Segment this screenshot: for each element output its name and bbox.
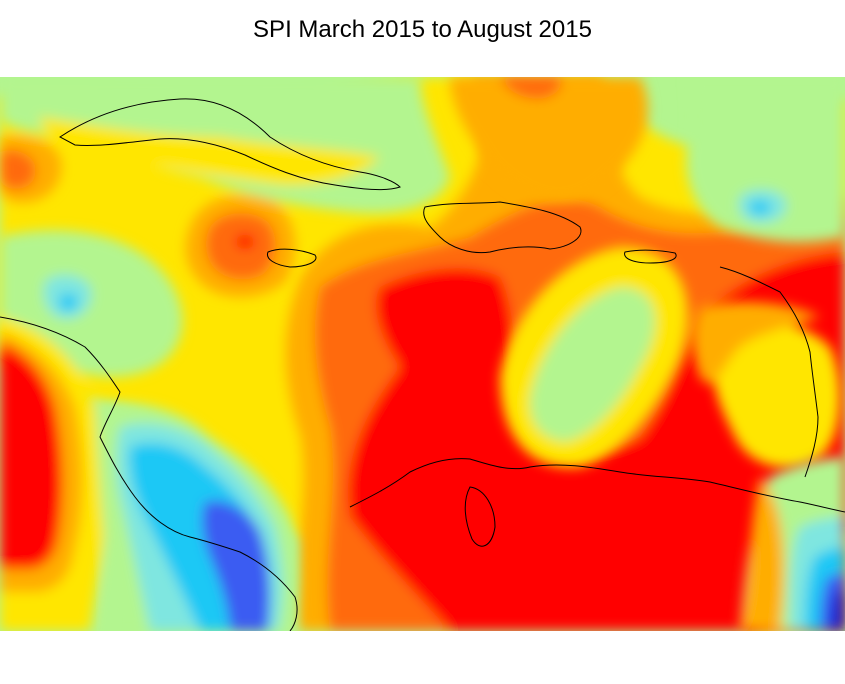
severe-dry-top-center <box>500 77 562 99</box>
moderate-wet-spot-northeast <box>749 200 771 215</box>
severe-wet-zone-southwest <box>202 500 270 631</box>
map-title: SPI March 2015 to August 2015 <box>253 16 592 43</box>
extreme-wet-zone-southeast <box>830 589 845 631</box>
coastline-puerto-rico <box>624 249 677 264</box>
coastline-hispaniola <box>423 201 582 254</box>
coastline-cuba <box>59 98 401 191</box>
coastline-jamaica <box>266 248 317 268</box>
coastline-lesser-antilles <box>719 266 819 478</box>
moderate-dry-top-center <box>450 77 648 202</box>
spi-map-canvas <box>0 77 845 631</box>
near-normal-tongue-east <box>529 287 656 442</box>
moderate-wet-spot-west <box>59 293 78 311</box>
spi-map <box>0 77 845 631</box>
moderate-dry-ring-antilles <box>692 301 820 384</box>
coastline-south-america <box>349 458 845 513</box>
moderate-dry-band-southeast <box>740 477 784 631</box>
mild-dry-zone-cuba <box>40 117 380 186</box>
coastline-central-america <box>0 316 298 631</box>
near-normal-zone-northeast <box>686 77 845 243</box>
extreme-dry-spot-jamaica <box>235 234 255 249</box>
coastlines <box>0 98 845 631</box>
extreme-dry-zone-pacific <box>0 342 63 569</box>
severe-dry-spot-yucatan <box>0 150 36 189</box>
coastline-lake-maracaibo <box>464 486 496 547</box>
mild-dry-pocket-antilles <box>713 324 841 468</box>
